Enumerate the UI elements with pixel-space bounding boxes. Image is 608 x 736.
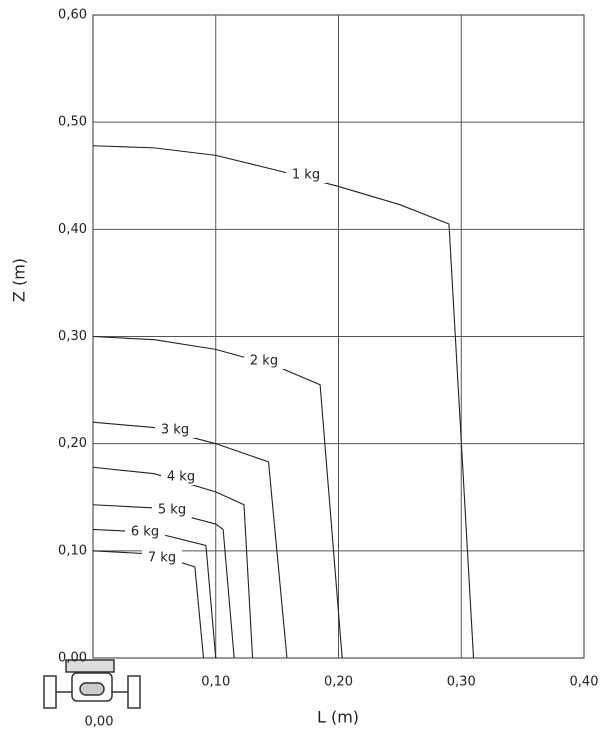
y-tick-label: 0,60 bbox=[58, 8, 87, 23]
label-bg bbox=[152, 502, 192, 518]
x-tick-label: 0,30 bbox=[447, 675, 476, 690]
x-tick-label: 0,40 bbox=[570, 675, 599, 690]
series-label: 2 kg bbox=[250, 354, 278, 369]
y-tick-label: 0,10 bbox=[58, 543, 87, 558]
x-axis-label: L (m) bbox=[317, 708, 359, 727]
label-bg bbox=[142, 550, 182, 566]
curve bbox=[92, 421, 288, 659]
label-bg bbox=[125, 524, 165, 540]
curve bbox=[92, 528, 217, 659]
curve bbox=[92, 335, 343, 659]
y-tick-label: 0,20 bbox=[58, 436, 87, 451]
x-tick-label: 0,20 bbox=[324, 675, 353, 690]
series-label: 1 kg bbox=[292, 168, 320, 183]
series-label: 5 kg bbox=[158, 503, 186, 518]
label-bg bbox=[244, 353, 284, 369]
curve bbox=[92, 466, 254, 659]
y-tick-label: 0,30 bbox=[58, 329, 87, 344]
series-label: 7 kg bbox=[148, 551, 176, 566]
y-tick-label: 0,40 bbox=[58, 222, 87, 237]
curve bbox=[92, 504, 235, 659]
label-bg bbox=[161, 469, 201, 485]
y-tick-label: 0,50 bbox=[58, 115, 87, 130]
x-tick-label: 0,00 bbox=[85, 715, 114, 730]
label-bg bbox=[286, 167, 326, 183]
y-axis-label: Z (m) bbox=[10, 258, 29, 302]
series-label: 3 kg bbox=[161, 423, 189, 438]
series-label: 6 kg bbox=[131, 525, 159, 540]
y-tick-label: 0,00 bbox=[58, 651, 87, 666]
label-bg bbox=[155, 422, 195, 438]
x-tick-label: 0,10 bbox=[201, 675, 230, 690]
series-label: 4 kg bbox=[167, 470, 195, 485]
robot-icon bbox=[43, 659, 141, 709]
curve bbox=[92, 145, 475, 659]
curve bbox=[92, 550, 205, 659]
